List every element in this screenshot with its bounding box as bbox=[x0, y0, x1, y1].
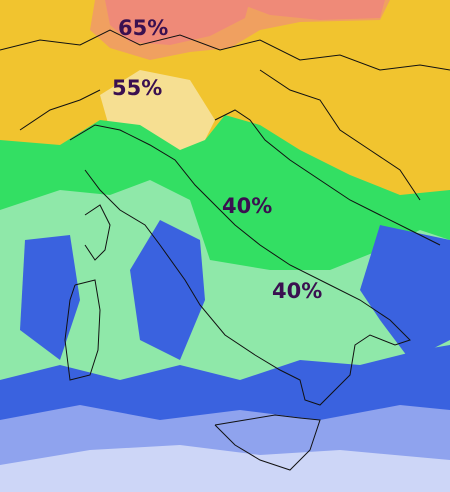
island-coast bbox=[84, 204, 111, 261]
map-label: 55% bbox=[112, 76, 162, 100]
island-coast bbox=[64, 279, 101, 381]
map-label: 40% bbox=[272, 279, 322, 303]
blue-zone bbox=[360, 225, 450, 360]
coastline bbox=[214, 109, 441, 246]
border bbox=[259, 69, 421, 201]
salmon-zone bbox=[230, 0, 385, 20]
map-label: 40% bbox=[222, 194, 272, 218]
coastline bbox=[69, 124, 411, 406]
border bbox=[19, 89, 101, 131]
blue-zone bbox=[20, 235, 80, 360]
blue-zone bbox=[130, 220, 205, 360]
island-coast bbox=[214, 414, 321, 471]
border bbox=[0, 29, 450, 71]
map-label: 65% bbox=[118, 16, 168, 40]
salmon-zone bbox=[105, 0, 250, 45]
pale-blue-zone bbox=[0, 445, 450, 492]
